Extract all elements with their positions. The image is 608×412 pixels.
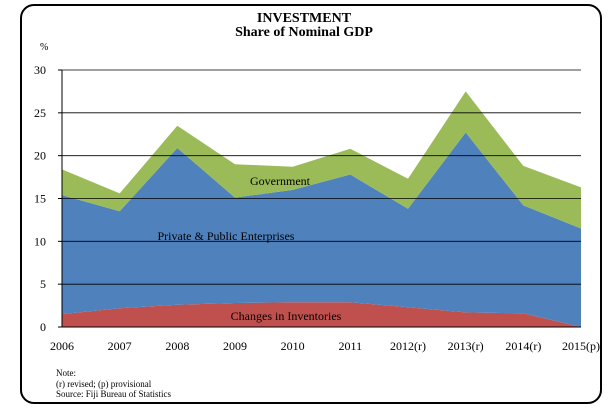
y-tick-label: 30 [34, 63, 46, 77]
area-changes-in-inventories [62, 302, 581, 327]
y-axis-unit: % [40, 42, 49, 53]
x-tick-label: 2012(r) [390, 339, 426, 353]
series-label-government: Government [250, 174, 311, 188]
notes-heading: Note: [56, 368, 76, 378]
chart-title: INVESTMENT [256, 11, 352, 26]
y-tick-label: 20 [34, 149, 46, 163]
x-tick-label: 2006 [50, 339, 74, 353]
notes-source: Source: Fiji Bureau of Statistics [56, 389, 171, 399]
x-tick-label: 2007 [108, 339, 132, 353]
x-tick-label: 2009 [223, 339, 247, 353]
y-tick-label: 15 [34, 192, 46, 206]
notes-revised: (r) revised; (p) provisional [56, 378, 152, 389]
y-tick-label: 5 [40, 277, 46, 291]
y-tick-label: 0 [40, 320, 46, 334]
x-tick-label: 2013(r) [448, 339, 484, 353]
x-tick-label: 2010 [281, 339, 305, 353]
series-label-changes-in-inventories: Changes in Inventories [231, 309, 342, 323]
x-tick-label: 2015(p) [562, 339, 600, 353]
series-label-private-public-enterprises: Private & Public Enterprises [158, 229, 295, 243]
x-tick-label: 2008 [165, 339, 189, 353]
chart-subtitle: Share of Nominal GDP [235, 25, 373, 40]
notes: Note: (r) revised; (p) provisional Sourc… [56, 368, 171, 400]
x-tick-label: 2014(r) [505, 339, 541, 353]
area-private-public-enterprises [62, 132, 581, 327]
y-tick-label: 25 [34, 106, 46, 120]
x-tick-label: 2011 [339, 339, 363, 353]
area-government [62, 91, 581, 229]
y-tick-label: 10 [34, 234, 46, 248]
